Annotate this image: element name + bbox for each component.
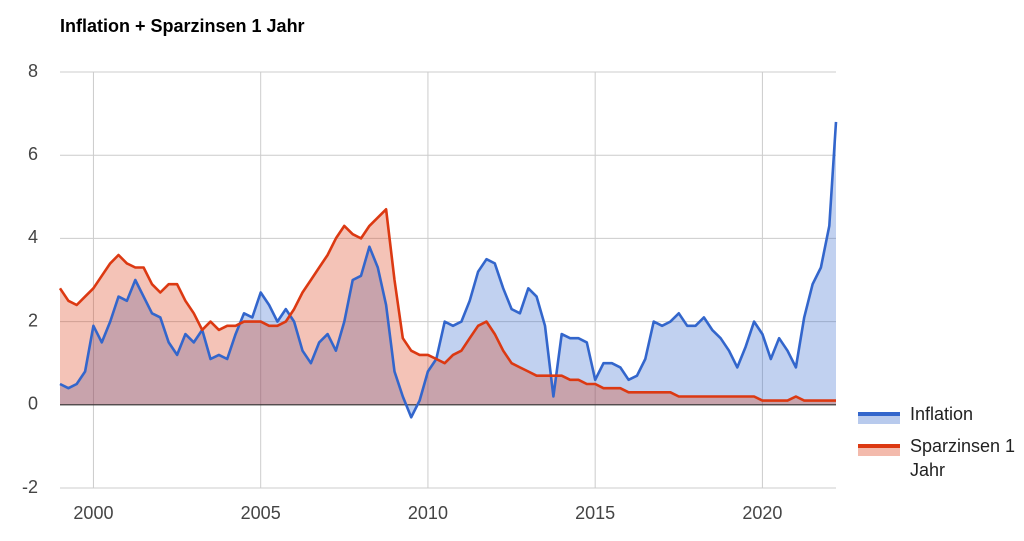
legend-label: Sparzinsen 1 Jahr bbox=[910, 436, 1016, 480]
y-tick-label: 6 bbox=[28, 144, 38, 164]
legend-label: Inflation bbox=[910, 404, 974, 424]
x-tick-label: 2015 bbox=[575, 503, 615, 523]
series-area bbox=[60, 209, 836, 405]
legend: Inflation Sparzinsen 1 Jahr bbox=[858, 402, 1024, 490]
chart-title: Inflation + Sparzinsen 1 Jahr bbox=[60, 16, 305, 36]
series-area bbox=[60, 121, 836, 418]
x-tick-label: 2000 bbox=[73, 503, 113, 523]
legend-item: Sparzinsen 1 Jahr bbox=[858, 434, 1024, 482]
y-tick-label: 8 bbox=[28, 61, 38, 81]
x-tick-label: 2005 bbox=[241, 503, 281, 523]
series-line bbox=[59, 121, 838, 419]
legend-swatch bbox=[858, 402, 900, 424]
x-tick-label: 2010 bbox=[408, 503, 448, 523]
y-tick-label: -2 bbox=[22, 477, 38, 497]
y-tick-label: 0 bbox=[28, 394, 38, 414]
y-tick-label: 4 bbox=[28, 227, 38, 247]
y-tick-label: 2 bbox=[28, 310, 38, 330]
legend-swatch bbox=[858, 434, 900, 456]
series-line bbox=[58, 208, 836, 402]
x-tick-label: 2020 bbox=[742, 503, 782, 523]
legend-item: Inflation bbox=[858, 402, 1024, 426]
